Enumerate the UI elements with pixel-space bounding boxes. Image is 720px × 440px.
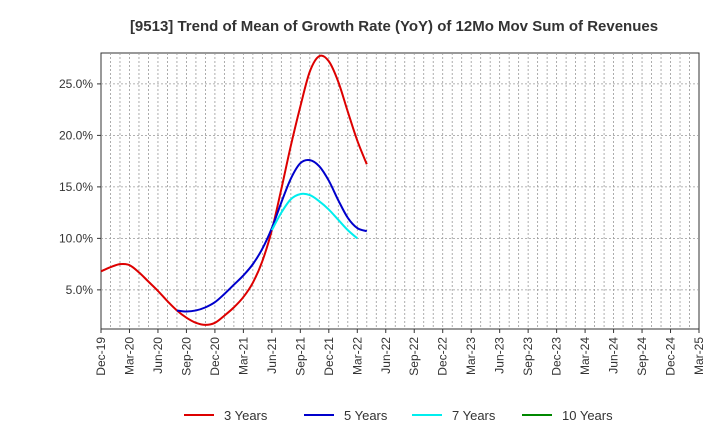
x-tick-label: Sep-23 [521, 337, 535, 376]
series-line-7-years [270, 192, 358, 240]
y-tick-label: 25.0% [59, 77, 93, 91]
legend-label-5-years: 5 Years [344, 408, 388, 423]
x-tick-label: Mar-23 [464, 337, 478, 375]
x-tick-label: Sep-21 [293, 337, 307, 376]
x-tick-label: Dec-22 [436, 337, 450, 376]
x-tick-label: Mar-24 [578, 337, 592, 375]
plot-area [100, 52, 700, 330]
chart-title: [9513] Trend of Mean of Growth Rate (YoY… [130, 18, 658, 35]
y-tick-label: 15.0% [59, 180, 93, 194]
series-lines [100, 54, 368, 326]
x-tick-label: Dec-21 [322, 337, 336, 376]
x-tick-label: Jun-24 [607, 337, 621, 374]
x-tick-label: Dec-19 [94, 337, 108, 376]
legend-label-3-years: 3 Years [224, 408, 268, 423]
x-tick-label: Mar-21 [236, 337, 250, 375]
x-tick-label: Sep-22 [407, 337, 421, 376]
x-tick-label: Jun-23 [493, 337, 507, 374]
x-tick-label: Jun-21 [265, 337, 279, 374]
x-tick-label: Sep-24 [635, 337, 649, 376]
legend-label-10-years: 10 Years [562, 408, 613, 423]
gridlines [101, 53, 699, 329]
legend-label-7-years: 7 Years [452, 408, 496, 423]
x-tick-label: Mar-20 [122, 337, 136, 375]
y-tick-label: 5.0% [66, 283, 94, 297]
y-axis: 5.0% 10.0% 15.0% 20.0% 25.0% [59, 77, 101, 297]
x-tick-label: Mar-22 [350, 337, 364, 375]
x-tick-label: Dec-24 [664, 337, 678, 376]
y-tick-label: 20.0% [59, 128, 93, 142]
x-tick-label: Jun-22 [379, 337, 393, 374]
x-tick-label: Dec-23 [550, 337, 564, 376]
series-line-3-years [100, 54, 368, 326]
x-tick-label: Jun-20 [151, 337, 165, 374]
x-tick-label: Sep-20 [179, 337, 193, 376]
legend: 3 Years 5 Years 7 Years 10 Years [184, 408, 613, 423]
y-tick-label: 10.0% [59, 231, 93, 245]
x-tick-label: Mar-25 [692, 337, 706, 375]
x-axis: Dec-19 Mar-20 Jun-20 Sep-20 Dec-20 Mar-21 Jun-… [94, 329, 706, 376]
x-tick-label: Dec-20 [208, 337, 222, 376]
